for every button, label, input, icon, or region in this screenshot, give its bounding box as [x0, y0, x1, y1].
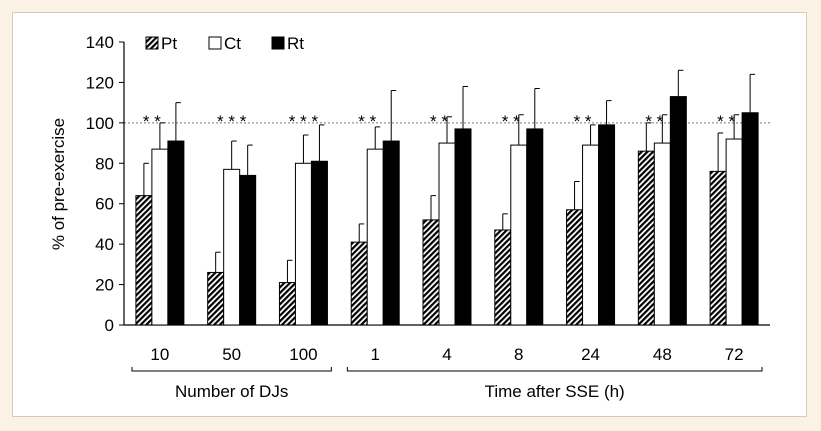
x-tick-label-8: 8 — [514, 345, 523, 364]
bar-Ct-4 — [438, 142, 456, 326]
bar-Rt-72 — [741, 112, 759, 326]
bar-Pt-10 — [135, 195, 153, 326]
y-tick-label-80: 80 — [95, 154, 114, 173]
significance-mark-10: * * — [143, 112, 161, 131]
significance-mark-8: * * — [502, 112, 520, 131]
legend-label-Ct: Ct — [224, 34, 241, 53]
y-axis-label: % of pre-exercise — [49, 118, 68, 250]
bar-Ct-48 — [653, 142, 671, 326]
x-tick-label-72: 72 — [725, 345, 744, 364]
y-tick-label-40: 40 — [95, 235, 114, 254]
x-tick-label-24: 24 — [581, 345, 600, 364]
legend-label-Pt: Pt — [161, 34, 177, 53]
bar-Ct-24 — [582, 144, 600, 326]
significance-mark-100: * * * — [289, 112, 319, 131]
x-tick-label-10: 10 — [150, 345, 169, 364]
bar-Pt-72 — [709, 170, 727, 326]
significance-mark-1: * * — [358, 112, 376, 131]
y-tick-label-120: 120 — [86, 73, 114, 92]
bar-Ct-10 — [151, 148, 169, 326]
x-tick-label-1: 1 — [370, 345, 379, 364]
legend-swatch-Rt — [271, 36, 285, 50]
significance-mark-4: * * — [430, 112, 448, 131]
bar-Ct-8 — [510, 144, 528, 326]
group-bracket-1 — [346, 367, 763, 372]
y-tick-label-140: 140 — [86, 33, 114, 52]
x-tick-label-48: 48 — [653, 345, 672, 364]
plot-area: 0 20 40 60 80 100 120 140 * * 10 * * * 50 * * * 100 * … — [86, 33, 770, 401]
bar-Rt-48 — [669, 96, 687, 326]
bar-Rt-8 — [526, 128, 544, 326]
significance-mark-48: * * — [645, 112, 663, 131]
bar-Rt-100 — [310, 160, 328, 326]
group-label-1: Time after SSE (h) — [485, 382, 625, 401]
bar-Ct-72 — [725, 138, 743, 326]
bar-Pt-100 — [278, 282, 296, 326]
bar-Rt-10 — [167, 140, 185, 326]
significance-mark-50: * * * — [217, 112, 247, 131]
y-tick-label-60: 60 — [95, 195, 114, 214]
group-label-0: Number of DJs — [175, 382, 288, 401]
bar-Pt-1 — [350, 241, 368, 326]
legend-label-Rt: Rt — [287, 34, 304, 53]
bar-Pt-4 — [422, 219, 440, 326]
significance-mark-72: * * — [717, 112, 735, 131]
bar-Ct-50 — [223, 168, 241, 326]
bar-Ct-1 — [366, 148, 384, 326]
x-tick-label-4: 4 — [442, 345, 451, 364]
x-tick-label-100: 100 — [289, 345, 317, 364]
bar-Rt-1 — [382, 140, 400, 326]
bar-Pt-50 — [207, 271, 225, 326]
y-tick-label-0: 0 — [105, 316, 114, 335]
legend-swatch-Ct — [208, 36, 222, 50]
bar-Pt-48 — [637, 150, 655, 326]
group-bracket-0 — [131, 367, 332, 372]
bar-Pt-8 — [494, 229, 512, 326]
y-tick-label-20: 20 — [95, 276, 114, 295]
bar-Rt-4 — [454, 128, 472, 326]
bar-Ct-100 — [294, 162, 312, 326]
significance-mark-24: * * — [574, 112, 592, 131]
bar-Rt-50 — [239, 174, 257, 326]
legend-swatch-Pt — [145, 36, 159, 50]
legend: Pt Ct Rt — [145, 34, 304, 53]
bar-Pt-24 — [566, 209, 584, 326]
bar-Rt-24 — [598, 124, 616, 326]
y-tick-label-100: 100 — [86, 114, 114, 133]
x-tick-label-50: 50 — [222, 345, 241, 364]
